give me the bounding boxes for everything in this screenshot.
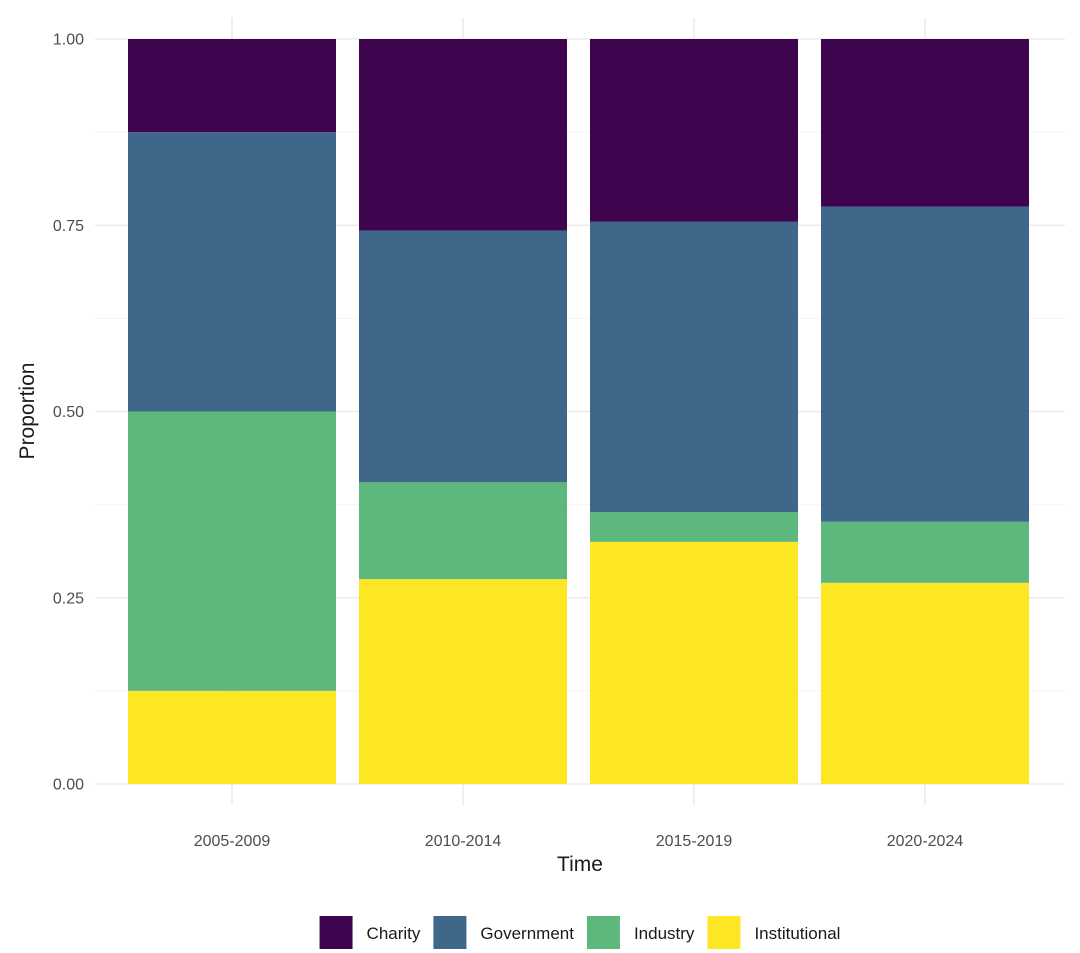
bar-segment-industry-2010-2014 bbox=[359, 482, 567, 580]
legend-label-industry: Industry bbox=[634, 924, 695, 943]
y-axis-title: Proportion bbox=[16, 363, 39, 460]
x-axis: 2005-2009 2010-2014 2015-2019 2020-2024 bbox=[194, 833, 964, 850]
bar-segment-institutional-2020-2024 bbox=[821, 582, 1029, 784]
legend-label-institutional: Institutional bbox=[754, 924, 840, 943]
bar-segment-charity-2010-2014 bbox=[359, 39, 567, 231]
x-tick-label: 2005-2009 bbox=[194, 833, 271, 850]
y-axis: 0.00 0.25 0.50 0.75 1.00 bbox=[53, 32, 84, 794]
bar-segment-institutional-2005-2009 bbox=[128, 690, 336, 784]
bar-segment-institutional-2010-2014 bbox=[359, 579, 567, 784]
legend-item-charity: Charity bbox=[319, 916, 421, 949]
bar-segment-charity-2020-2024 bbox=[821, 39, 1029, 207]
legend-key-government bbox=[433, 916, 467, 949]
legend: Charity Government Industry Institutional bbox=[319, 916, 840, 949]
bar-segment-institutional-2015-2019 bbox=[590, 541, 798, 784]
y-tick-label: 0.50 bbox=[53, 404, 84, 421]
bar-segment-government-2010-2014 bbox=[359, 230, 567, 483]
legend-key-institutional bbox=[707, 916, 741, 949]
bar-segment-government-2015-2019 bbox=[590, 221, 798, 513]
bar-segment-industry-2020-2024 bbox=[821, 521, 1029, 583]
x-tick-label: 2020-2024 bbox=[887, 833, 964, 850]
bar-segment-industry-2005-2009 bbox=[128, 411, 336, 691]
y-tick-label: 0.00 bbox=[53, 777, 84, 794]
bar-segment-government-2005-2009 bbox=[128, 132, 336, 412]
y-tick-label: 0.75 bbox=[53, 218, 84, 235]
y-tick-label: 1.00 bbox=[53, 32, 84, 49]
bars bbox=[128, 39, 1029, 784]
bar-segment-industry-2015-2019 bbox=[590, 512, 798, 542]
bar-segment-charity-2015-2019 bbox=[590, 39, 798, 222]
bar-segment-charity-2005-2009 bbox=[128, 39, 336, 133]
x-axis-title: Time bbox=[557, 853, 603, 876]
legend-key-industry bbox=[586, 916, 620, 949]
legend-label-charity: Charity bbox=[367, 924, 421, 943]
legend-item-industry: Industry bbox=[586, 916, 695, 949]
bar-segment-government-2020-2024 bbox=[821, 206, 1029, 522]
x-tick-label: 2015-2019 bbox=[656, 833, 733, 850]
legend-item-institutional: Institutional bbox=[707, 916, 840, 949]
legend-item-government: Government bbox=[433, 916, 574, 949]
legend-key-charity bbox=[319, 916, 353, 949]
x-tick-label: 2010-2014 bbox=[425, 833, 502, 850]
y-tick-label: 0.25 bbox=[53, 590, 84, 607]
legend-label-government: Government bbox=[480, 924, 574, 943]
